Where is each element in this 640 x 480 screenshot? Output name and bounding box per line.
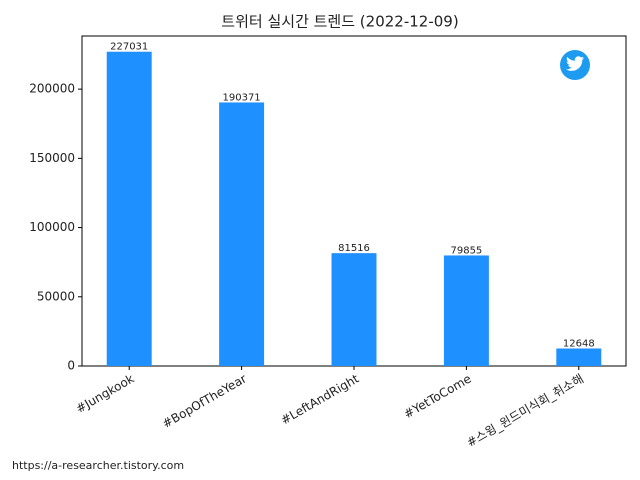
bar (106, 51, 152, 367)
value-label: 227031 (110, 42, 148, 53)
value-label: 12648 (563, 338, 595, 349)
bar (443, 255, 489, 366)
chart-title: 트위터 실시간 트렌드 (2022-12-09) (221, 13, 458, 31)
footer-text: https://a-researcher.tistory.com (12, 459, 184, 472)
value-label: 190371 (223, 92, 261, 103)
value-label: 81516 (338, 243, 370, 254)
y-tick-label: 200000 (29, 82, 75, 96)
y-tick-label: 150000 (29, 151, 75, 165)
y-tick-label: 50000 (37, 289, 75, 303)
bar (219, 102, 265, 367)
value-label: 79855 (450, 245, 482, 256)
bar (556, 348, 602, 366)
y-tick-label: 0 (67, 359, 75, 373)
y-tick-label: 100000 (29, 220, 75, 234)
twitter-icon (560, 50, 590, 80)
bar (331, 253, 377, 366)
